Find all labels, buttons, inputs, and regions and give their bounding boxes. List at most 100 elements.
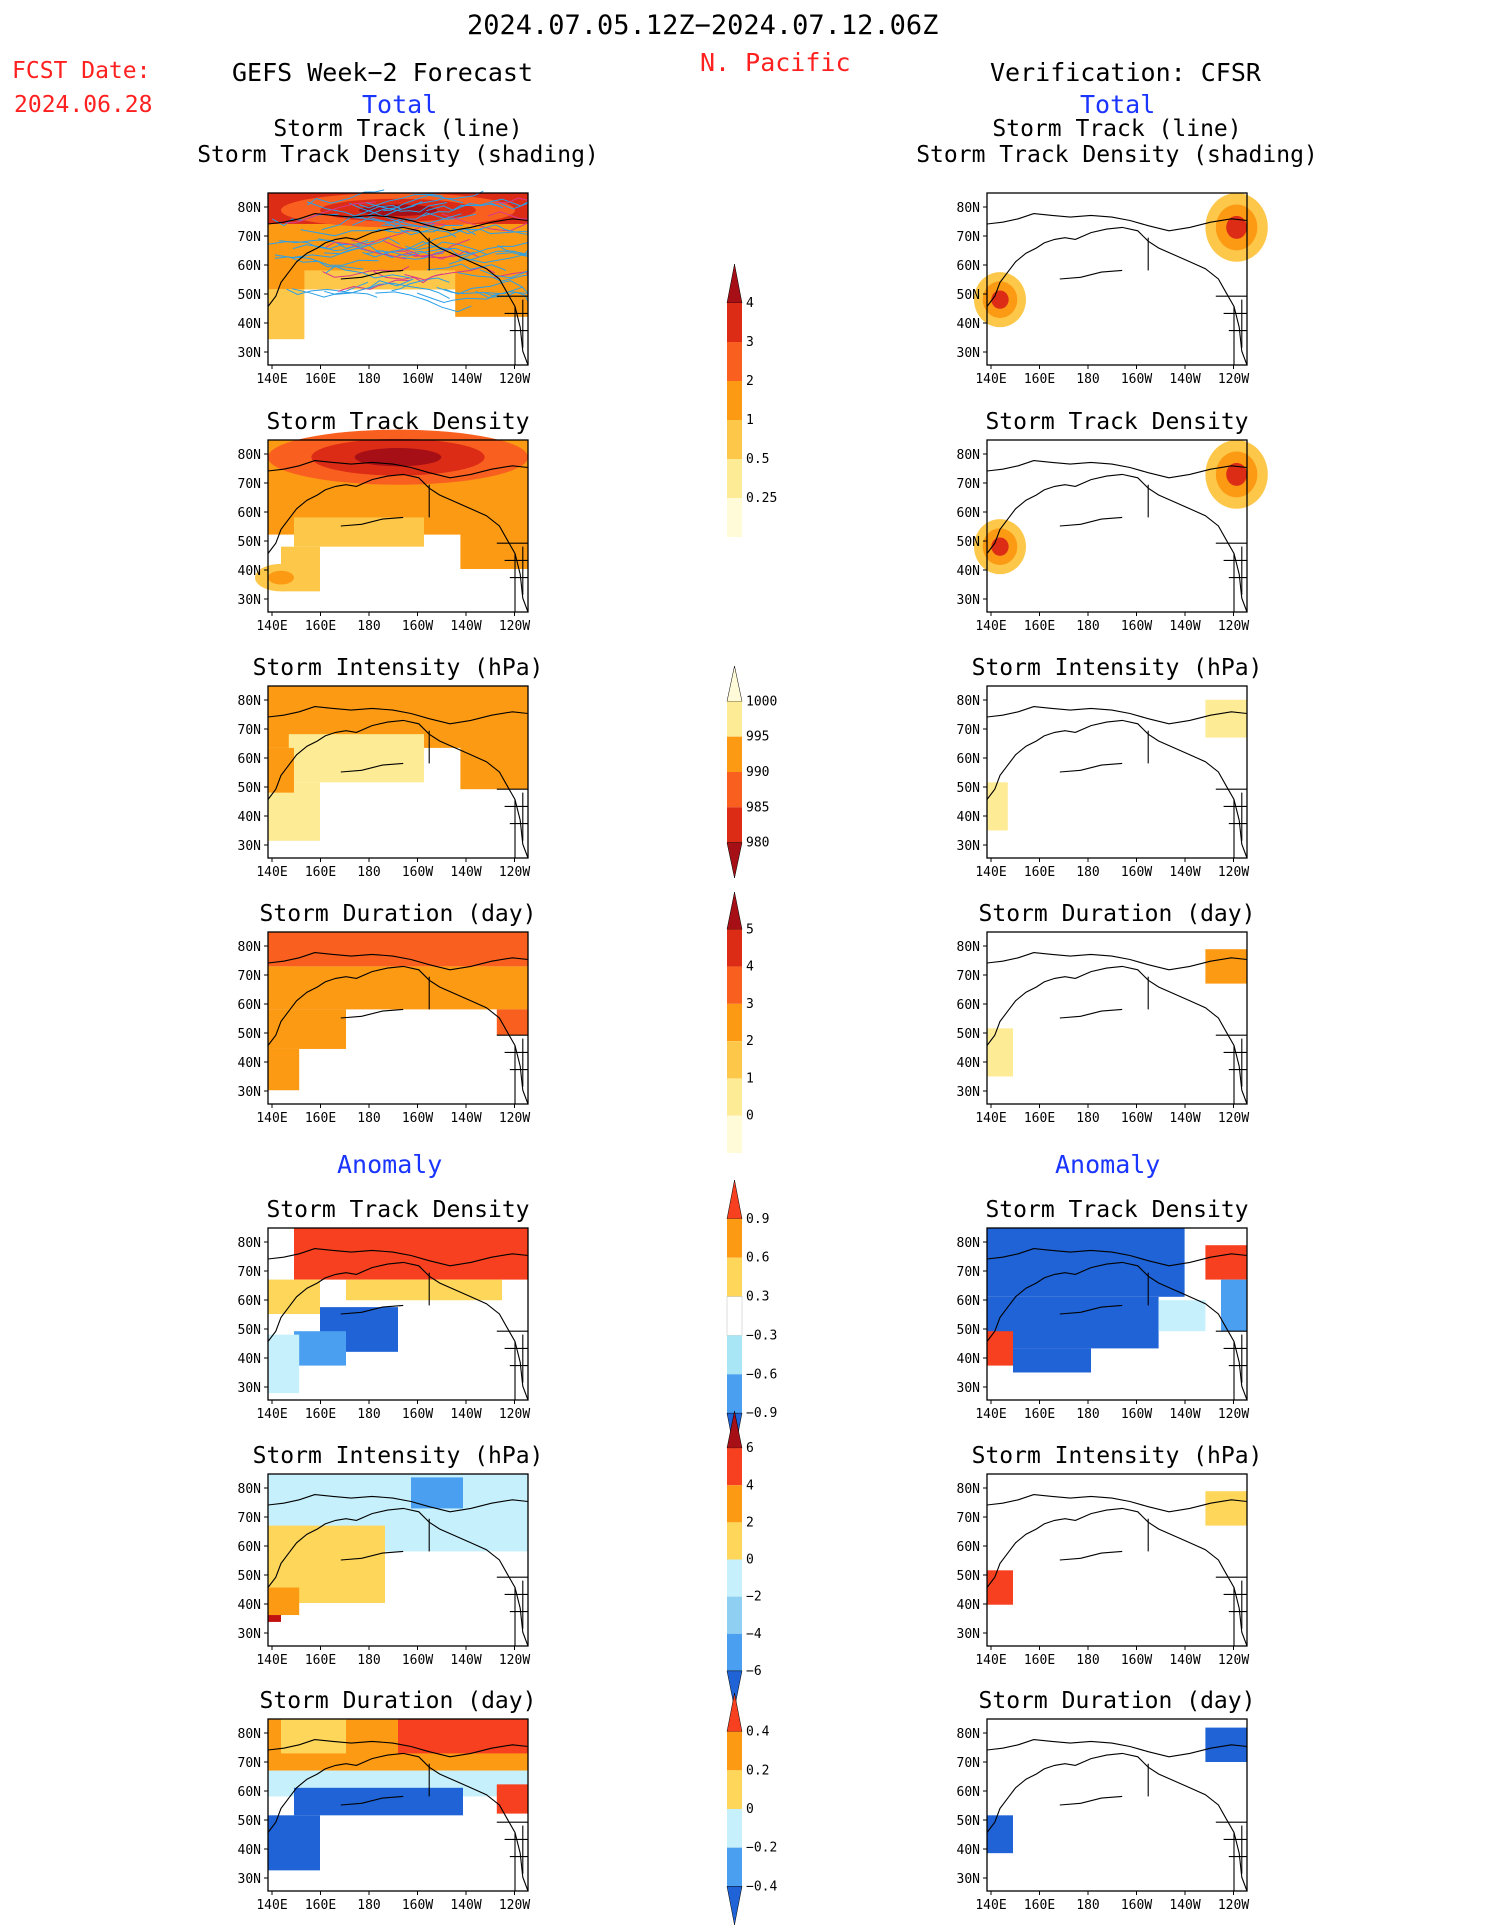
coastline: [986, 1752, 1248, 1892]
storm-track-line: [422, 203, 500, 217]
y-tick-label: 50N: [957, 781, 980, 796]
storm-track-line: [292, 240, 375, 252]
y-tick-label: 50N: [957, 288, 980, 303]
storm-track-line: [291, 288, 378, 298]
x-tick-label: 140W: [1169, 865, 1200, 880]
x-tick-label: 140W: [1169, 1653, 1200, 1668]
field-cell: [1205, 1245, 1247, 1280]
y-tick-label: 40N: [957, 1056, 980, 1071]
field-cell: [987, 1570, 1013, 1605]
x-tick-label: 120W: [1218, 619, 1249, 634]
y-tick-label: 50N: [957, 1814, 980, 1829]
x-tick-label: 160E: [1024, 372, 1055, 387]
y-tick-label: 80N: [957, 1236, 980, 1251]
cfsr-panel-5: 80N 70N 60N 50N 40N 30N 140E 160E 180 160W 140W 120…: [957, 1443, 1263, 1668]
colorbar-segment: [727, 1041, 742, 1079]
panel-title: Storm Track Density: [985, 1197, 1248, 1223]
period-title: 2024.07.05.12Z−2024.07.12.06Z: [467, 10, 939, 41]
coastline: [986, 1261, 1248, 1401]
storm-track-line: [427, 263, 507, 271]
colorbar-label: 3: [746, 335, 754, 350]
y-tick-label: 60N: [238, 998, 261, 1013]
coastline: [1059, 269, 1123, 280]
colorbar-segment: [727, 1335, 742, 1375]
storm-track-line: [368, 282, 450, 300]
field-cell: [268, 1615, 281, 1622]
panel-frame: [986, 1473, 1248, 1647]
x-tick-label: 160E: [1024, 1407, 1055, 1422]
cfsr-panel-6: 80N 70N 60N 50N 40N 30N 140E 160E 180 160W 140W 120…: [957, 1688, 1256, 1913]
y-tick-label: 40N: [238, 1056, 261, 1071]
y-tick-label: 50N: [957, 1569, 980, 1584]
colorbar-label: 0.9: [746, 1212, 769, 1227]
storm-track-line: [405, 190, 484, 209]
density-contour: [268, 570, 294, 585]
x-tick-label: 160E: [305, 372, 336, 387]
field-cell: [294, 1331, 346, 1366]
colorbar-segment: [727, 342, 742, 381]
field-cell: [987, 1331, 1013, 1366]
storm-track-line: [362, 241, 449, 258]
colorbar-label: 4: [746, 296, 754, 311]
coastline: [267, 1248, 529, 1267]
colorbar-label: −0.6: [746, 1367, 777, 1382]
panel-background: [987, 686, 1247, 858]
coastline: [986, 706, 1248, 725]
y-tick-label: 70N: [957, 1511, 980, 1526]
panel-frame: [267, 439, 529, 613]
x-tick-label: 140W: [450, 1407, 481, 1422]
x-tick-label: 160W: [402, 1111, 433, 1126]
x-tick-label: 160W: [1121, 372, 1152, 387]
x-tick-label: 140W: [450, 619, 481, 634]
colorbar-label: 3: [746, 997, 754, 1012]
y-tick-label: 70N: [957, 230, 980, 245]
y-tick-label: 60N: [957, 506, 980, 521]
y-tick-label: 70N: [238, 1265, 261, 1280]
storm-track-line: [375, 291, 472, 313]
panel-frame: [267, 192, 529, 366]
field-cell: [987, 1028, 1013, 1077]
colorbar-label: 995: [746, 730, 769, 745]
coastline: [267, 460, 529, 479]
x-tick-label: 120W: [1218, 865, 1249, 880]
x-tick-label: 160E: [305, 1111, 336, 1126]
field-cell: [987, 782, 1008, 831]
y-tick-label: 40N: [957, 1598, 980, 1613]
panel-title: Storm Intensity (hPa): [972, 1443, 1263, 1469]
storm-track-line: [359, 193, 443, 209]
coastline: [986, 1739, 1248, 1758]
y-tick-label: 50N: [957, 1323, 980, 1338]
x-tick-label: 160E: [305, 1653, 336, 1668]
x-tick-label: 160W: [402, 372, 433, 387]
coastline: [267, 1752, 529, 1892]
colorbar-arrow: [726, 891, 743, 930]
field-cell: [1158, 1300, 1206, 1332]
storm-track-line: [325, 265, 411, 279]
storm-track-line: [325, 241, 407, 260]
y-tick-label: 70N: [957, 969, 980, 984]
gefs-panel-3: 80N 70N 60N 50N 40N 30N 140E 160E 180 160W 140W 120…: [238, 901, 537, 1126]
y-tick-label: 60N: [957, 1785, 980, 1800]
storm-track-line: [377, 224, 463, 234]
x-tick-label: 160W: [1121, 619, 1152, 634]
x-tick-label: 160W: [1121, 1898, 1152, 1913]
y-tick-label: 30N: [957, 593, 980, 608]
y-tick-label: 60N: [957, 259, 980, 274]
colorbar-segment: [727, 1257, 742, 1297]
region-title: N. Pacific: [700, 48, 851, 77]
y-tick-label: 80N: [238, 1482, 261, 1497]
panel-frame: [986, 1227, 1248, 1401]
panel-title: Storm Duration (day): [260, 1688, 537, 1714]
coastline: [986, 473, 1248, 613]
panel-background: [987, 1474, 1247, 1646]
x-tick-label: 160W: [402, 1653, 433, 1668]
x-tick-label: 120W: [1218, 1407, 1249, 1422]
gefs-panel-1: 80N 70N 60N 50N 40N 30N 140E 160E 180 160W 140W 120…: [238, 409, 531, 634]
density-contour: [991, 290, 1009, 309]
y-tick-label: 70N: [238, 1756, 261, 1771]
field-cell: [411, 1477, 463, 1509]
y-tick-label: 30N: [957, 346, 980, 361]
panel-frame: [986, 192, 1248, 366]
x-tick-label: 140E: [256, 372, 287, 387]
x-tick-label: 140E: [975, 1898, 1006, 1913]
